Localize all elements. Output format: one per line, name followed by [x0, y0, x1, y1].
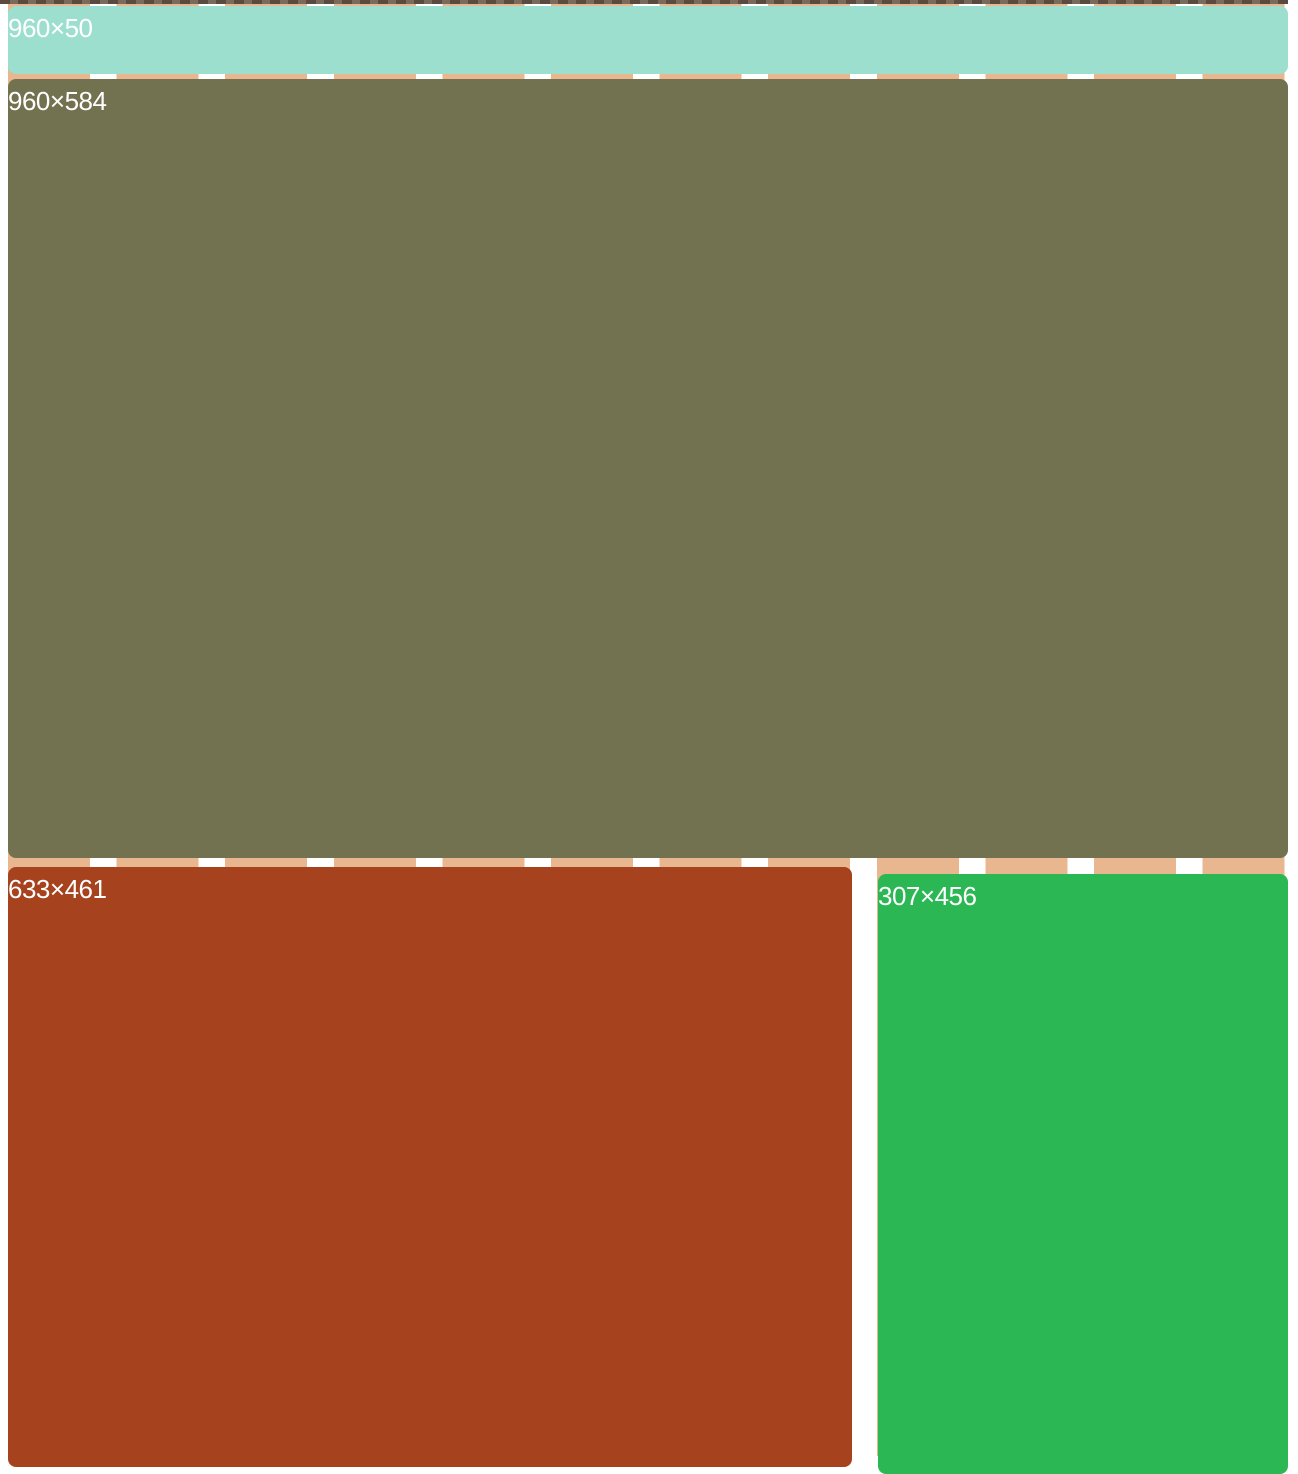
- left-placeholder-block: 633×461: [8, 867, 852, 1467]
- main-block-label: 960×584: [8, 86, 107, 116]
- right-edge-margin: [1288, 0, 1298, 1456]
- top-strip: [0, 0, 1298, 4]
- right-placeholder-block: 307×456: [878, 874, 1288, 1474]
- right-block-label: 307×456: [878, 881, 977, 911]
- header-placeholder-block: 960×50: [8, 6, 1288, 74]
- left-block-label: 633×461: [8, 874, 107, 904]
- header-block-label: 960×50: [8, 13, 93, 43]
- main-placeholder-block: 960×584: [8, 79, 1288, 858]
